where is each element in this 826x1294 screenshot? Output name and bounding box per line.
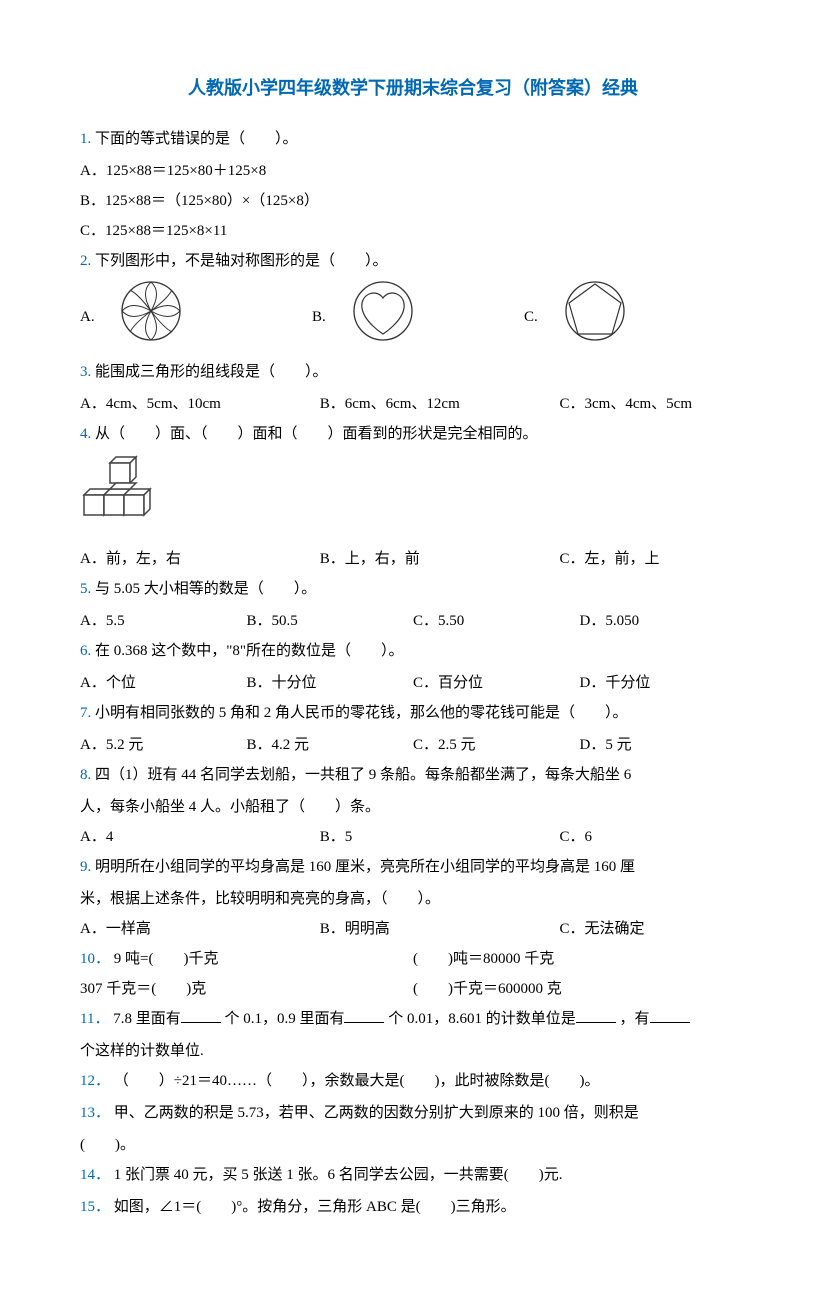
q6-optC: C．百分位 xyxy=(413,668,580,698)
q4-optA: A．前，左，右 xyxy=(80,544,320,574)
q4-optC: C．左，前，上 xyxy=(560,544,746,574)
q8-num: 8. xyxy=(80,767,91,783)
q3-optA: A．4cm、5cm、10cm xyxy=(80,389,320,419)
q4-cube-image xyxy=(80,455,746,538)
q2-shapeC xyxy=(564,280,626,353)
q10-right2: ( )千克＝600000 克 xyxy=(413,974,746,1004)
q6-num: 6. xyxy=(80,643,91,659)
q7-optA: A．5.2 元 xyxy=(80,730,247,760)
q11-text5: 个这样的计数单位. xyxy=(80,1036,746,1066)
q4-optB: B．上，右，前 xyxy=(320,544,560,574)
q11: 11． 7.8 里面有 个 0.1，0.9 里面有 个 0.01，8.601 的… xyxy=(80,1004,746,1034)
q15-num: 15． xyxy=(80,1199,110,1215)
q2-text: 下列图形中，不是轴对称图形的是（ ）。 xyxy=(95,253,388,269)
q10-num: 10． xyxy=(80,951,110,967)
blank xyxy=(344,1008,384,1023)
q10-left2: 307 千克＝( )克 xyxy=(80,974,413,1004)
q8-optB: B．5 xyxy=(320,822,560,852)
q12-text: （ ）÷21＝40……（ ），余数最大是( )，此时被除数是( )。 xyxy=(114,1073,600,1089)
q3-text: 能围成三角形的组线段是（ ）。 xyxy=(95,364,328,380)
q2: 2. 下列图形中，不是轴对称图形的是（ ）。 xyxy=(80,246,746,276)
q10-right1: ( )吨＝80000 千克 xyxy=(413,944,746,974)
q13: 13． 甲、乙两数的积是 5.73，若甲、乙两数的因数分别扩大到原来的 100 … xyxy=(80,1098,746,1128)
q9-text2: 米，根据上述条件，比较明明和亮亮的身高，（ ）。 xyxy=(80,884,746,914)
q5: 5. 与 5.05 大小相等的数是（ ）。 xyxy=(80,574,746,604)
q2-shapeA xyxy=(120,280,182,353)
blank xyxy=(576,1008,616,1023)
q8: 8. 四（1）班有 44 名同学去划船，一共租了 9 条船。每条船都坐满了，每条… xyxy=(80,760,746,790)
q13-text2: ( )。 xyxy=(80,1130,746,1160)
q7-num: 7. xyxy=(80,705,91,721)
q5-text: 与 5.05 大小相等的数是（ ）。 xyxy=(95,581,316,597)
q10-row2: 307 千克＝( )克 ( )千克＝600000 克 xyxy=(80,974,746,1004)
q14-num: 14． xyxy=(80,1167,110,1183)
q5-optC: C．5.50 xyxy=(413,606,580,636)
q15-text: 如图，∠1＝( )°。按角分，三角形 ABC 是( )三角形。 xyxy=(114,1199,516,1215)
q10-left1: 9 吨=( )千克 xyxy=(114,951,219,967)
q2-labelA: A. xyxy=(80,302,120,332)
q13-num: 13． xyxy=(80,1105,110,1121)
q11-text4: ，有 xyxy=(620,1011,650,1027)
q13-text1: 甲、乙两数的积是 5.73，若甲、乙两数的因数分别扩大到原来的 100 倍，则积… xyxy=(114,1105,639,1121)
q3-num: 3. xyxy=(80,364,91,380)
q2-num: 2. xyxy=(80,253,91,269)
q5-optB: B．50.5 xyxy=(247,606,414,636)
q3-optB: B．6cm、6cm、12cm xyxy=(320,389,560,419)
q2-shapeB xyxy=(352,280,414,353)
blank xyxy=(650,1008,690,1023)
q4-num: 4. xyxy=(80,426,91,442)
q7-optC: C．2.5 元 xyxy=(413,730,580,760)
q6-optA: A．个位 xyxy=(80,668,247,698)
q5-optA: A．5.5 xyxy=(80,606,247,636)
q4-text: 从（ ）面、（ ）面和（ ）面看到的形状是完全相同的。 xyxy=(95,426,538,442)
q6-text: 在 0.368 这个数中，"8"所在的数位是（ ）。 xyxy=(95,643,404,659)
q1: 1. 下面的等式错误的是（ ）。 xyxy=(80,124,746,154)
doc-title: 人教版小学四年级数学下册期末综合复习（附答案）经典 xyxy=(80,70,746,106)
q8-optA: A．4 xyxy=(80,822,320,852)
q9-optC: C．无法确定 xyxy=(560,914,746,944)
q8-optC: C．6 xyxy=(560,822,746,852)
q7-optB: B．4.2 元 xyxy=(247,730,414,760)
q7-optD: D．5 元 xyxy=(580,730,747,760)
blank xyxy=(181,1008,221,1023)
q11-text3: 个 0.01，8.601 的计数单位是 xyxy=(388,1011,576,1027)
q5-optD: D．5.050 xyxy=(580,606,747,636)
q8-text1: 四（1）班有 44 名同学去划船，一共租了 9 条船。每条船都坐满了，每条大船坐… xyxy=(95,767,631,783)
q4: 4. 从（ ）面、（ ）面和（ ）面看到的形状是完全相同的。 xyxy=(80,419,746,449)
q7: 7. 小明有相同张数的 5 角和 2 角人民币的零花钱，那么他的零花钱可能是（ … xyxy=(80,698,746,728)
q1-text: 下面的等式错误的是（ ）。 xyxy=(95,131,298,147)
q6-optB: B．十分位 xyxy=(247,668,414,698)
q9-text1: 明明所在小组同学的平均身高是 160 厘米，亮亮所在小组同学的平均身高是 160… xyxy=(95,859,635,875)
q11-text1: 7.8 里面有 xyxy=(113,1011,181,1027)
q1-optB: B．125×88＝（125×80）×（125×8） xyxy=(80,186,746,216)
q6: 6. 在 0.368 这个数中，"8"所在的数位是（ ）。 xyxy=(80,636,746,666)
q11-text2: 个 0.1，0.9 里面有 xyxy=(224,1011,344,1027)
q1-num: 1. xyxy=(80,131,91,147)
q15: 15． 如图，∠1＝( )°。按角分，三角形 ABC 是( )三角形。 xyxy=(80,1192,746,1222)
q7-text: 小明有相同张数的 5 角和 2 角人民币的零花钱，那么他的零花钱可能是（ ）。 xyxy=(95,705,628,721)
q5-num: 5. xyxy=(80,581,91,597)
q9-optA: A．一样高 xyxy=(80,914,320,944)
q2-labelB: B. xyxy=(312,302,352,332)
q3: 3. 能围成三角形的组线段是（ ）。 xyxy=(80,357,746,387)
q9-num: 9. xyxy=(80,859,91,875)
q9: 9. 明明所在小组同学的平均身高是 160 厘米，亮亮所在小组同学的平均身高是 … xyxy=(80,852,746,882)
q6-optD: D．千分位 xyxy=(580,668,747,698)
q12: 12． （ ）÷21＝40……（ ），余数最大是( )，此时被除数是( )。 xyxy=(80,1066,746,1096)
q14: 14． 1 张门票 40 元，买 5 张送 1 张。6 名同学去公园，一共需要(… xyxy=(80,1160,746,1190)
q9-optB: B．明明高 xyxy=(320,914,560,944)
q12-num: 12． xyxy=(80,1073,110,1089)
q10-row1: 10． 9 吨=( )千克 ( )吨＝80000 千克 xyxy=(80,944,746,974)
q11-num: 11． xyxy=(80,1011,109,1027)
q14-text: 1 张门票 40 元，买 5 张送 1 张。6 名同学去公园，一共需要( )元. xyxy=(114,1167,563,1183)
q2-labelC: C. xyxy=(524,302,564,332)
q1-optA: A．125×88＝125×80＋125×8 xyxy=(80,156,746,186)
q3-optC: C．3cm、4cm、5cm xyxy=(560,389,746,419)
q1-optC: C．125×88＝125×8×11 xyxy=(80,216,746,246)
q2-images: A. B. C. xyxy=(80,280,746,353)
q8-text2: 人，每条小船坐 4 人。小船租了（ ）条。 xyxy=(80,792,746,822)
